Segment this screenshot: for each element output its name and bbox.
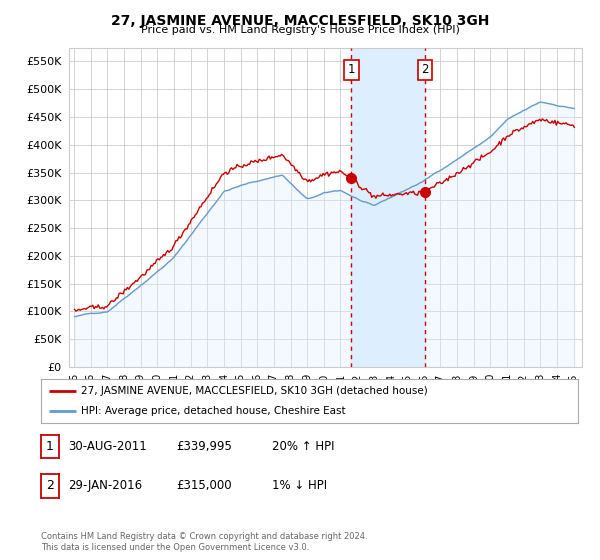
Text: 2: 2 (46, 479, 54, 492)
Text: 20% ↑ HPI: 20% ↑ HPI (272, 440, 334, 453)
Text: 1: 1 (348, 63, 355, 77)
Text: 1: 1 (46, 440, 54, 453)
Text: 27, JASMINE AVENUE, MACCLESFIELD, SK10 3GH: 27, JASMINE AVENUE, MACCLESFIELD, SK10 3… (111, 14, 489, 28)
Text: 30-AUG-2011: 30-AUG-2011 (68, 440, 146, 453)
Text: 29-JAN-2016: 29-JAN-2016 (68, 479, 142, 492)
Text: 1% ↓ HPI: 1% ↓ HPI (272, 479, 327, 492)
Text: 27, JASMINE AVENUE, MACCLESFIELD, SK10 3GH (detached house): 27, JASMINE AVENUE, MACCLESFIELD, SK10 3… (81, 386, 428, 396)
Text: £339,995: £339,995 (176, 440, 232, 453)
Text: Price paid vs. HM Land Registry's House Price Index (HPI): Price paid vs. HM Land Registry's House … (140, 25, 460, 35)
Text: 2: 2 (421, 63, 429, 77)
Text: £315,000: £315,000 (176, 479, 232, 492)
Text: Contains HM Land Registry data © Crown copyright and database right 2024.
This d: Contains HM Land Registry data © Crown c… (41, 532, 367, 552)
Bar (352, 48, 425, 367)
Text: HPI: Average price, detached house, Cheshire East: HPI: Average price, detached house, Ches… (81, 406, 346, 416)
